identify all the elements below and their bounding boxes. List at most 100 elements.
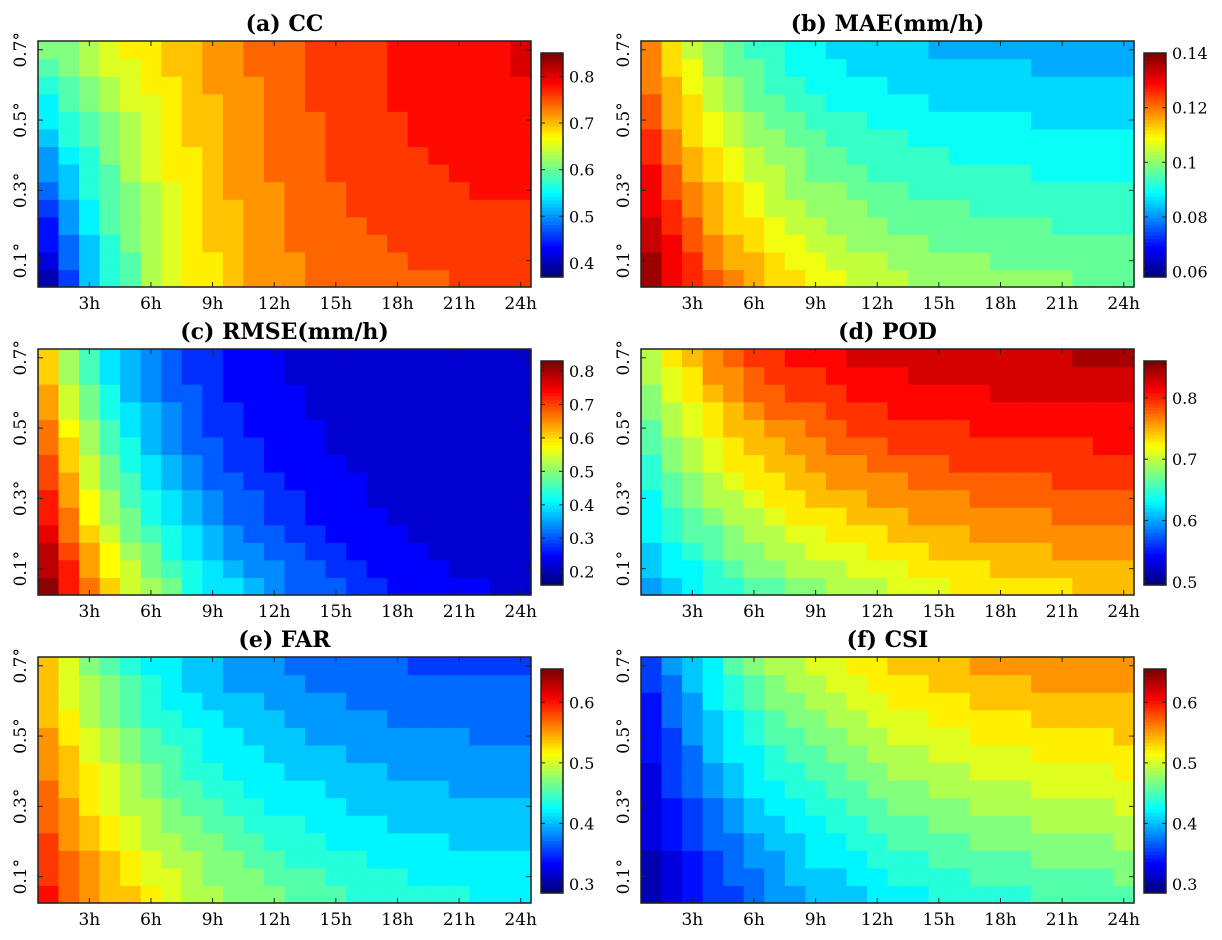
heatmap-cell — [764, 692, 786, 711]
heatmap-cell — [510, 164, 532, 183]
heatmap-cell — [1113, 657, 1135, 676]
heatmap-cell — [428, 709, 450, 728]
heatmap-cell — [682, 93, 704, 112]
heatmap-cell — [641, 542, 663, 561]
heatmap-cell — [702, 797, 724, 816]
colorbar-swatch — [541, 210, 563, 215]
heatmap-cell — [1113, 41, 1135, 60]
heatmap-cell — [1113, 164, 1135, 183]
heatmap-cell — [805, 524, 827, 543]
heatmap-cell — [1113, 489, 1135, 508]
heatmap-cell — [284, 401, 306, 420]
heatmap-cell — [284, 727, 306, 746]
heatmap-cell — [682, 559, 704, 579]
heatmap-cell — [181, 164, 203, 183]
heatmap-cell — [140, 489, 162, 508]
heatmap-cell — [305, 181, 327, 200]
heatmap-cell — [428, 401, 450, 420]
colorbar-swatch — [1144, 182, 1166, 187]
heatmap-cell — [1092, 542, 1115, 561]
heatmap-cell — [58, 41, 80, 60]
colorbar-swatch — [541, 424, 563, 429]
heatmap-cell — [764, 577, 786, 596]
heatmap-cell — [448, 709, 470, 728]
heatmap-cell — [448, 41, 470, 60]
heatmap-cell — [784, 577, 806, 596]
heatmap-cell — [161, 251, 183, 271]
heatmap-cell — [448, 128, 470, 148]
colorbar-swatch — [541, 441, 563, 446]
heatmap-cell — [723, 559, 745, 579]
heatmap-cell — [1092, 815, 1115, 834]
colorbar-swatch — [1144, 445, 1166, 450]
heatmap-cell — [661, 419, 683, 438]
heatmap-cell — [702, 269, 724, 288]
heatmap-cell — [743, 366, 765, 385]
heatmap-cell — [79, 577, 101, 596]
heatmap-cell — [702, 419, 724, 438]
heatmap-cell — [305, 349, 327, 368]
colorbar-swatch — [1144, 711, 1166, 716]
heatmap-cell — [866, 216, 889, 235]
heatmap-cell — [682, 472, 704, 491]
heatmap-cell — [846, 472, 868, 491]
heatmap-cell — [1031, 472, 1053, 491]
heatmap-cell — [641, 762, 663, 781]
heatmap-cell — [38, 269, 60, 288]
heatmap-cell — [469, 709, 491, 728]
colorbar-swatch — [1144, 368, 1166, 373]
heatmap-cell — [661, 577, 683, 596]
heatmap-cell — [120, 234, 142, 253]
heatmap-cell — [222, 419, 245, 438]
heatmap-cell — [120, 41, 142, 60]
heatmap-cell — [1051, 797, 1073, 816]
colorbar-swatch — [541, 830, 563, 835]
heatmap-cell — [928, 401, 950, 420]
x-tick-label: 9h — [202, 602, 224, 622]
heatmap-cell — [325, 216, 347, 235]
heatmap-cell — [908, 76, 930, 95]
colorbar-swatch — [1144, 571, 1166, 576]
heatmap-cell — [325, 762, 347, 781]
heatmap-cell — [1010, 850, 1032, 869]
heatmap-cell — [140, 93, 162, 112]
heatmap-cell — [469, 867, 491, 887]
heatmap-cell — [1051, 832, 1073, 851]
heatmap-cell — [846, 577, 868, 596]
axes-frame — [37, 40, 532, 288]
heatmap-cell — [866, 401, 889, 420]
colorbar-swatch — [1144, 196, 1166, 201]
heatmap-cell — [990, 216, 1012, 235]
heatmap-cell — [448, 419, 470, 438]
heatmap-cell — [161, 524, 183, 543]
heatmap-cell — [428, 762, 450, 781]
heatmap-cell — [510, 199, 532, 218]
heatmap-cell — [990, 128, 1012, 148]
heatmap-cell — [99, 349, 121, 368]
colorbar-swatch — [1144, 165, 1166, 170]
colorbar-swatch — [1144, 557, 1166, 562]
heatmap-cell — [1113, 76, 1135, 95]
heatmap-cell — [887, 76, 909, 95]
heatmap-cell — [1092, 797, 1115, 816]
colorbar-swatch — [541, 760, 563, 765]
heatmap-cell — [325, 384, 347, 403]
heatmap-cell — [161, 797, 183, 816]
heatmap-cell — [284, 366, 306, 385]
heatmap-cell — [305, 559, 327, 579]
heatmap-cell — [263, 436, 286, 456]
heatmap-cell — [366, 780, 388, 799]
colorbar-swatch — [541, 774, 563, 779]
y-tick-label: 0.7° — [614, 32, 634, 68]
heatmap-cell — [305, 692, 327, 711]
heatmap-cell — [1010, 885, 1032, 904]
colorbar-swatch — [541, 693, 563, 698]
heatmap-cell — [428, 507, 450, 526]
colorbar-swatch — [541, 263, 563, 268]
heatmap-cell — [510, 542, 532, 561]
heatmap-cell — [1010, 542, 1032, 561]
x-tick-label: 3h — [681, 294, 703, 314]
heatmap-cell — [202, 366, 224, 385]
